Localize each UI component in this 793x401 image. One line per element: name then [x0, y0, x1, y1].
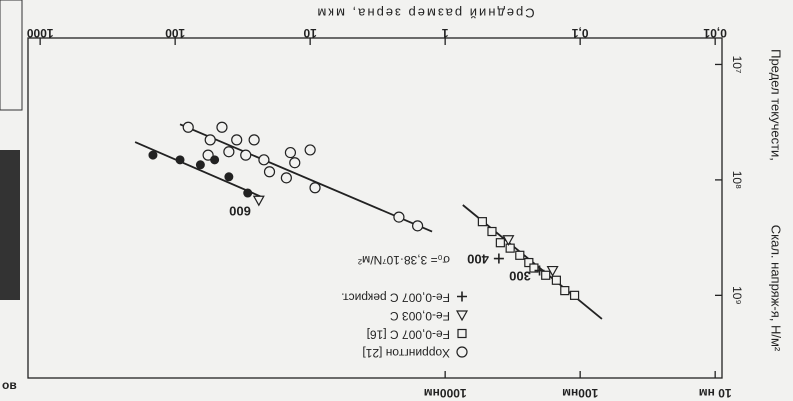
annotation: 300 — [509, 269, 531, 284]
data-point — [280, 172, 292, 184]
annotation: 600 — [229, 204, 251, 219]
data-point — [148, 150, 158, 160]
fragment-frame — [0, 0, 23, 111]
x-axis-label: Средний размер зерна, мкм — [315, 6, 534, 21]
data-point — [243, 188, 253, 198]
data-point — [309, 182, 321, 194]
data-point — [477, 217, 487, 227]
data-point — [216, 121, 228, 133]
data-point — [534, 265, 545, 276]
legend-marker — [457, 328, 467, 339]
data-point — [240, 149, 252, 161]
data-point — [202, 149, 214, 161]
legend-marker — [455, 310, 469, 322]
data-point — [304, 144, 316, 156]
y-axis-label: Предел текучести, — [769, 49, 784, 161]
plot-frame — [27, 37, 723, 379]
x-tick-label: 1000 — [26, 26, 53, 40]
data-point — [223, 146, 235, 158]
rotated-plot: Средний размер зерна, мкм Предел текучес… — [26, 6, 783, 400]
legend-label: Fe-0,003 C — [390, 309, 450, 323]
legend-marker — [457, 291, 467, 302]
cropped-text: ов — [2, 378, 17, 392]
data-point — [515, 250, 525, 260]
data-point — [495, 238, 505, 248]
data-point — [569, 290, 580, 300]
data-point — [231, 134, 243, 146]
data-point — [505, 243, 515, 253]
x-tick-label: 0,01 — [703, 26, 727, 40]
data-point — [493, 253, 504, 264]
data-point — [263, 166, 276, 178]
fragment-block — [0, 150, 20, 300]
data-point — [252, 195, 265, 207]
data-point — [529, 263, 539, 273]
x2-tick-label: 10 нм — [699, 386, 732, 400]
data-point — [224, 172, 234, 182]
data-point — [502, 235, 515, 246]
data-point — [210, 155, 220, 165]
data-point — [393, 211, 405, 223]
data-point — [411, 220, 424, 232]
data-point — [546, 265, 559, 277]
legend-label: Хоррингтон [21] — [362, 346, 450, 360]
legend-note: σ₀= 3,38·10⁷N/м² — [358, 253, 450, 267]
x-tick-label: 100 — [165, 26, 185, 40]
data-point — [204, 134, 216, 146]
x-tick-label: 10 — [303, 26, 317, 40]
data-point — [284, 146, 297, 159]
data-point — [195, 160, 205, 170]
fit-line — [179, 123, 433, 233]
fit-line — [134, 141, 262, 198]
legend-marker — [456, 346, 468, 358]
data-point — [175, 155, 185, 165]
legend-label: Fe-0,007 C рекрист. — [341, 290, 450, 304]
data-point — [258, 154, 270, 166]
annotation: 400 — [467, 252, 489, 267]
data-point — [541, 270, 551, 280]
y-axis-label: Скал. напряж-я, Н/м² — [769, 225, 784, 352]
data-point — [248, 134, 260, 146]
x-tick-label: 1 — [441, 26, 448, 40]
y-tick-label: 10⁸ — [730, 171, 744, 189]
data-point — [182, 121, 194, 133]
data-point — [289, 157, 301, 169]
x-tick-label: 0,1 — [571, 26, 588, 40]
data-point — [560, 286, 570, 296]
y-tick-label: 10⁹ — [730, 286, 744, 305]
data-point — [551, 275, 561, 285]
legend-label: Fe-0,007 C [16] — [367, 327, 450, 341]
x2-tick-label: 1000нм — [424, 386, 467, 400]
x2-tick-label: 100нм — [562, 386, 598, 400]
data-point — [524, 257, 534, 268]
data-point — [487, 226, 497, 237]
y-tick-label: 10⁷ — [730, 56, 744, 74]
